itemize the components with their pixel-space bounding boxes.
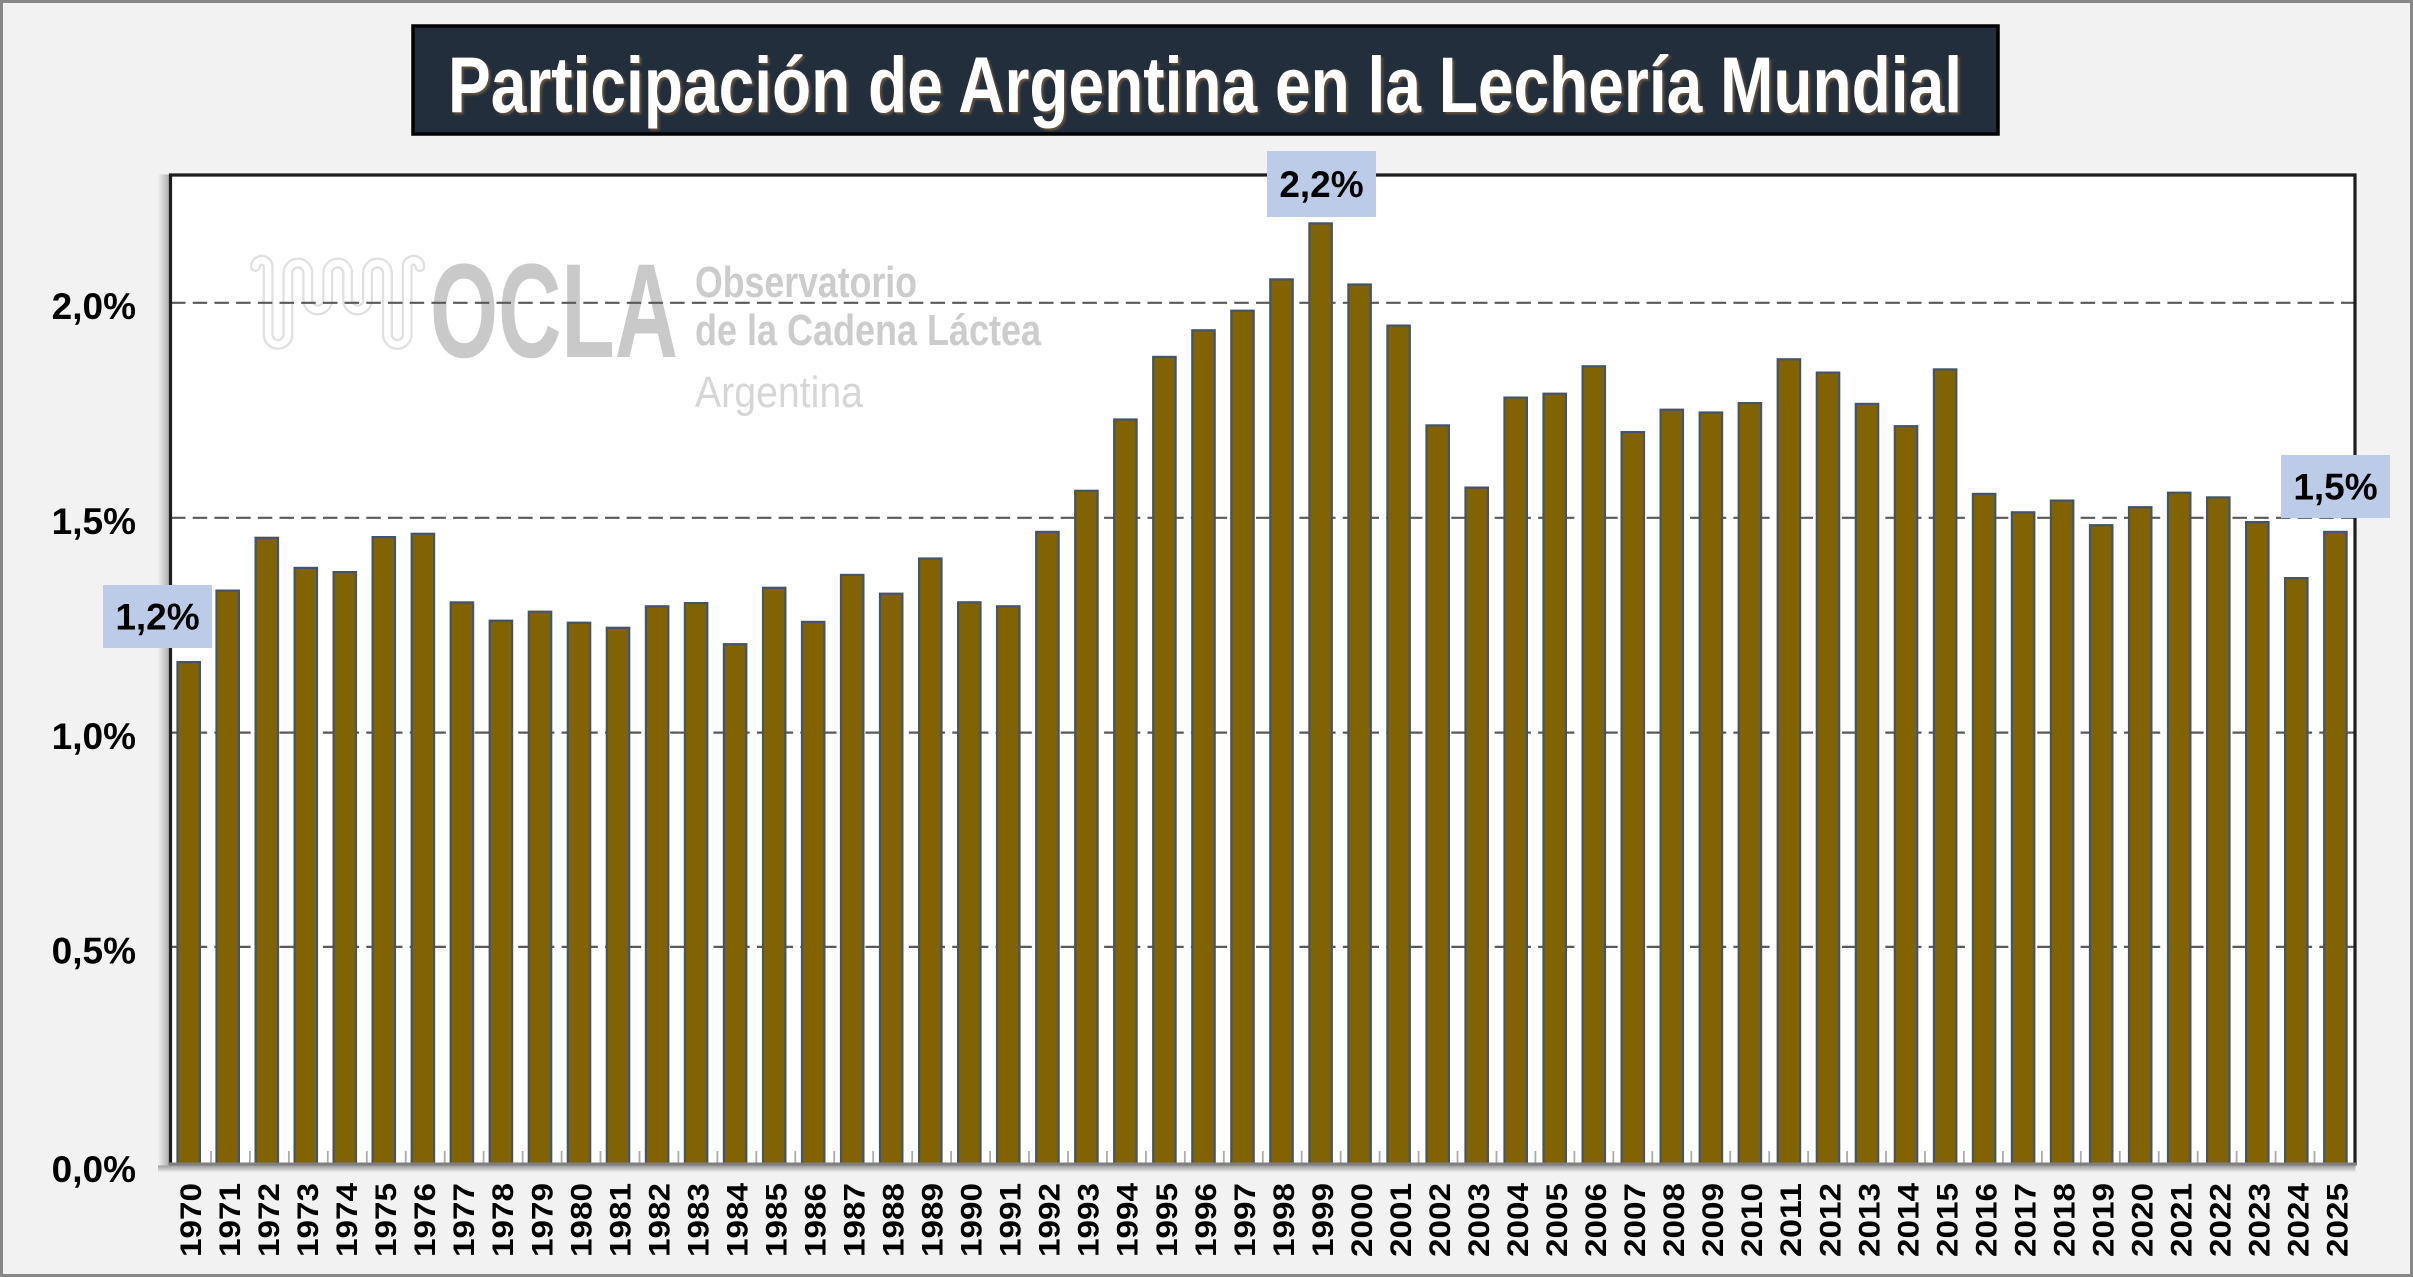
svg-text:de la Cadena Láctea: de la Cadena Láctea: [695, 306, 1041, 355]
svg-text:1999: 1999: [1307, 1183, 1340, 1257]
svg-text:1994: 1994: [1112, 1183, 1145, 1257]
svg-text:2008: 2008: [1658, 1183, 1691, 1257]
svg-text:1979: 1979: [526, 1183, 559, 1257]
svg-text:1995: 1995: [1151, 1183, 1184, 1257]
svg-text:1970: 1970: [175, 1183, 208, 1257]
svg-text:1978: 1978: [487, 1183, 520, 1257]
svg-text:2019: 2019: [2088, 1183, 2121, 1257]
svg-text:1986: 1986: [800, 1183, 833, 1257]
svg-text:1991: 1991: [995, 1183, 1028, 1257]
svg-text:2023: 2023: [2244, 1183, 2277, 1257]
svg-text:2016: 2016: [1970, 1183, 2003, 1257]
svg-text:2,2%: 2,2%: [1279, 164, 1363, 205]
svg-text:1989: 1989: [917, 1183, 950, 1257]
svg-text:Participación de Argentina en: Participación de Argentina en la Lecherí…: [450, 42, 1964, 131]
svg-text:1987: 1987: [839, 1183, 872, 1257]
svg-text:2002: 2002: [1424, 1183, 1457, 1257]
svg-text:1,2%: 1,2%: [115, 597, 199, 638]
svg-text:1985: 1985: [761, 1183, 794, 1257]
svg-text:0,5%: 0,5%: [52, 931, 136, 972]
svg-text:2007: 2007: [1619, 1183, 1652, 1257]
svg-text:2009: 2009: [1697, 1183, 1730, 1257]
svg-text:2013: 2013: [1853, 1183, 1886, 1257]
svg-text:2015: 2015: [1931, 1183, 1964, 1257]
svg-text:2005: 2005: [1541, 1183, 1574, 1257]
svg-text:1980: 1980: [565, 1183, 598, 1257]
svg-text:2004: 2004: [1502, 1183, 1535, 1257]
svg-text:1998: 1998: [1268, 1183, 1301, 1257]
svg-text:2011: 2011: [1775, 1183, 1808, 1257]
svg-text:1984: 1984: [721, 1183, 754, 1257]
svg-text:2012: 2012: [1814, 1183, 1847, 1257]
svg-text:2020: 2020: [2127, 1183, 2160, 1257]
svg-text:1988: 1988: [878, 1183, 911, 1257]
svg-text:1997: 1997: [1229, 1183, 1262, 1257]
svg-text:2000: 2000: [1346, 1183, 1379, 1257]
svg-text:1972: 1972: [253, 1183, 286, 1257]
svg-text:1996: 1996: [1190, 1183, 1223, 1257]
svg-text:2024: 2024: [2283, 1183, 2316, 1257]
svg-text:1976: 1976: [409, 1183, 442, 1257]
svg-text:2010: 2010: [1736, 1183, 1769, 1257]
svg-text:2014: 2014: [1892, 1183, 1925, 1257]
svg-text:1977: 1977: [448, 1183, 481, 1257]
svg-text:2022: 2022: [2205, 1183, 2238, 1257]
svg-text:1973: 1973: [292, 1183, 325, 1257]
svg-text:1983: 1983: [682, 1183, 715, 1257]
svg-text:1993: 1993: [1073, 1183, 1106, 1257]
svg-text:1,0%: 1,0%: [52, 716, 136, 757]
svg-text:2001: 2001: [1385, 1183, 1418, 1257]
svg-text:1990: 1990: [956, 1183, 989, 1257]
svg-text:1982: 1982: [643, 1183, 676, 1257]
svg-text:1,5%: 1,5%: [52, 501, 136, 542]
svg-text:1981: 1981: [604, 1183, 637, 1257]
svg-text:2021: 2021: [2166, 1183, 2199, 1257]
svg-text:2006: 2006: [1580, 1183, 1613, 1257]
svg-text:2003: 2003: [1463, 1183, 1496, 1257]
svg-text:Argentina: Argentina: [695, 368, 863, 417]
svg-text:2025: 2025: [2322, 1183, 2355, 1257]
svg-text:Observatorio: Observatorio: [695, 258, 917, 307]
svg-text:2018: 2018: [2048, 1183, 2081, 1257]
svg-text:1,5%: 1,5%: [2293, 467, 2377, 508]
svg-text:2,0%: 2,0%: [52, 286, 136, 327]
svg-text:1975: 1975: [370, 1183, 403, 1257]
svg-text:OCLA: OCLA: [430, 237, 678, 386]
svg-text:2017: 2017: [2009, 1183, 2042, 1257]
svg-text:0,0%: 0,0%: [52, 1149, 136, 1190]
svg-text:Participación de Argentina en: Participación de Argentina en la Lecherí…: [448, 40, 1962, 129]
svg-text:1992: 1992: [1034, 1183, 1067, 1257]
svg-text:1971: 1971: [214, 1183, 247, 1257]
svg-text:1974: 1974: [331, 1183, 364, 1257]
